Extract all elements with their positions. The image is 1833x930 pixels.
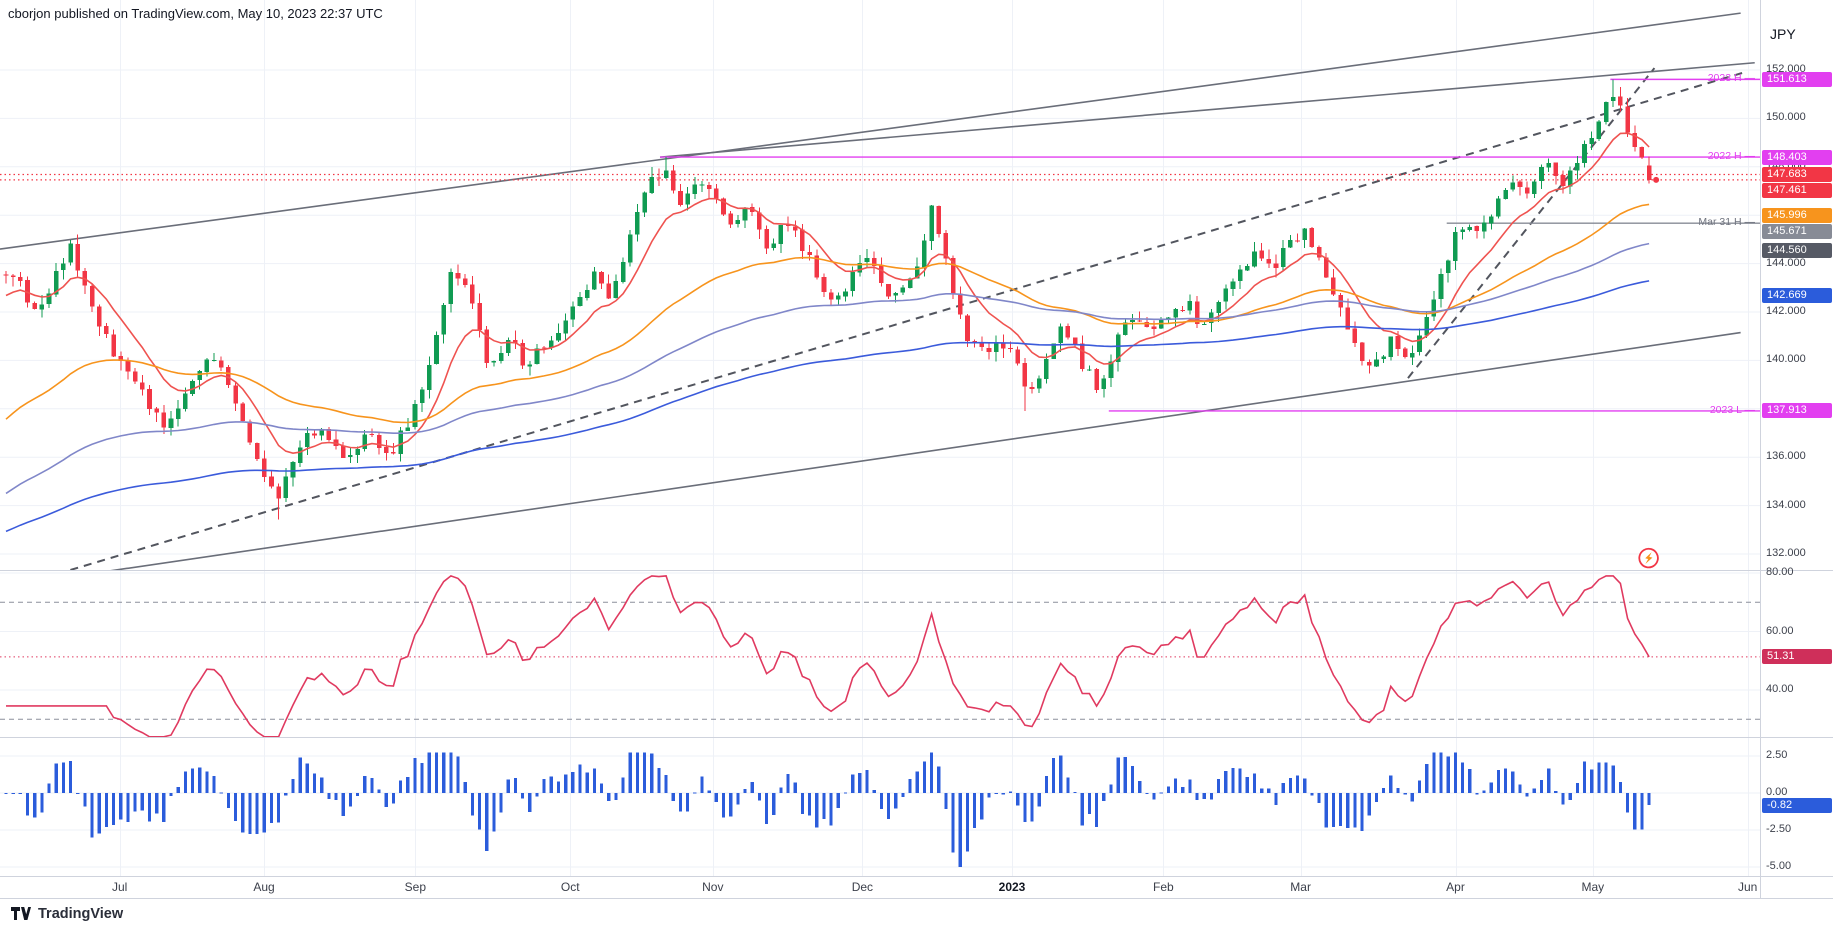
time-axis[interactable] [0, 876, 1760, 898]
price-axis[interactable] [1760, 0, 1833, 898]
lightning-icon-glyph [1638, 547, 1659, 569]
candles [3, 79, 1652, 520]
last-price-dot [1653, 176, 1660, 183]
rsi-plot [0, 574, 1760, 737]
trendlines [0, 12, 1755, 570]
tradingview-logo-text: TradingView [38, 905, 124, 922]
moving-averages [5, 132, 1660, 533]
histogram-plot [4, 752, 1651, 867]
tradingview-logo[interactable]: TradingView [10, 903, 123, 924]
lightning-icon[interactable] [1634, 545, 1662, 577]
grid [0, 0, 1760, 876]
tradingview-logo-icon [11, 907, 31, 920]
level-lines [0, 78, 1760, 412]
pane-separators [0, 0, 1833, 899]
currency-label: JPY [1770, 26, 1796, 42]
attribution-text: cborjon published on TradingView.com, Ma… [8, 6, 383, 21]
